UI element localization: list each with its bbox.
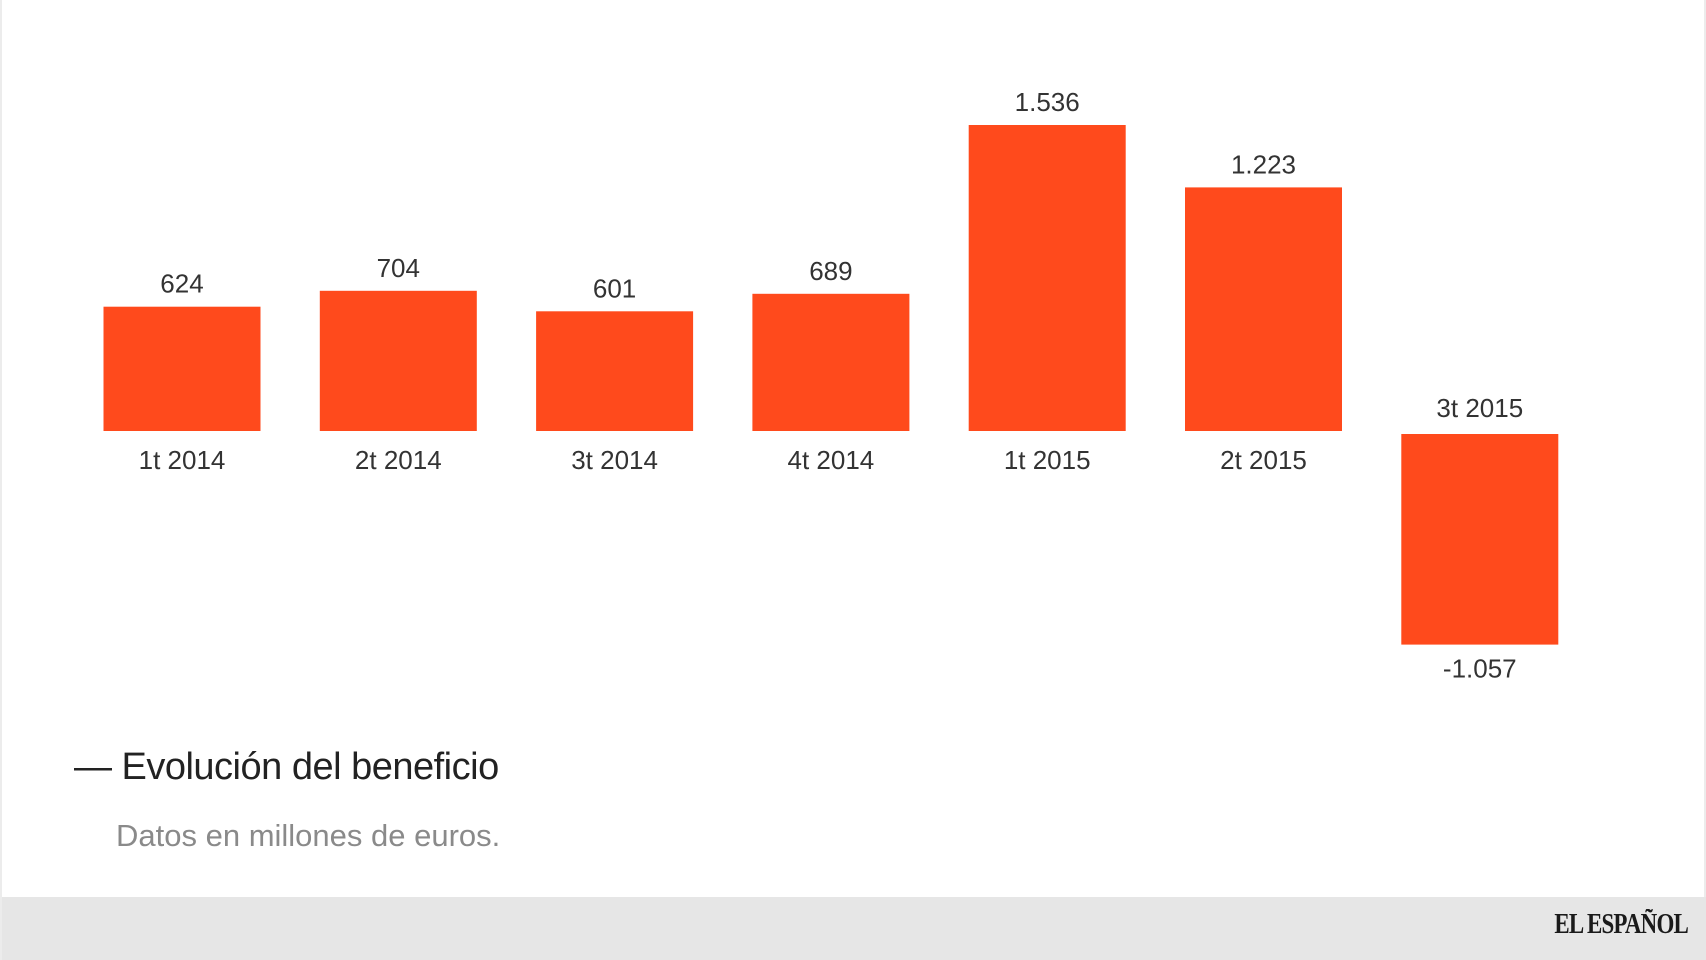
bar-2 [319,290,477,431]
value-label-4: 689 [809,256,852,286]
chart-subtitle: Datos en millones de euros. [116,818,501,853]
chart-title-text: Evolución del beneficio [121,746,500,788]
bar-7 [1401,434,1559,645]
value-label-2: 704 [377,253,420,283]
value-label-6: 1.223 [1231,149,1296,179]
bar-3 [536,311,694,431]
category-label-7: 3t 2015 [1436,393,1523,423]
bar-6 [1185,187,1342,431]
bar-4 [752,293,910,431]
brand-logo: EL ESPAÑOL [1554,909,1688,940]
category-label-1: 1t 2014 [139,445,226,475]
bar-1 [103,306,261,431]
title-dash: — [74,746,112,788]
category-label-5: 1t 2015 [1004,445,1091,475]
value-label-7: -1.057 [1443,654,1517,684]
category-label-4: 4t 2014 [788,445,875,475]
value-label-1: 624 [160,269,203,299]
category-label-3: 3t 2014 [571,445,658,475]
footer-bar: EL ESPAÑOL [2,897,1706,960]
category-label-2: 2t 2014 [355,445,442,475]
chart-title: — Evolución del beneficio [74,746,499,789]
bar-chart: 624 1t 2014 704 2t 2014 601 3t 2014 689 4t 2014… [103,87,1559,684]
value-label-5: 1.536 [1015,87,1080,117]
bar-5 [968,125,1126,431]
value-label-3: 601 [593,273,636,303]
category-label-6: 2t 2015 [1220,445,1307,475]
